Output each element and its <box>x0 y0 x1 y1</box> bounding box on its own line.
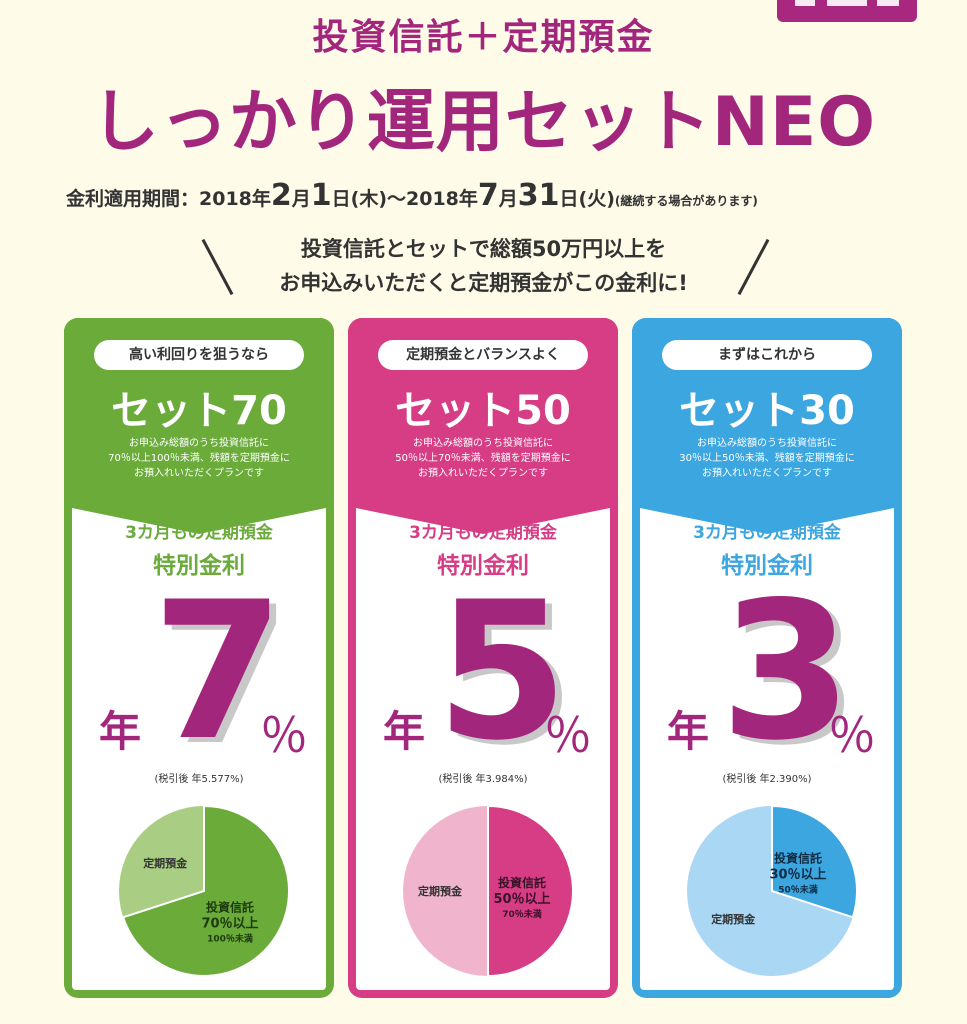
rate-period: 金利適用期間：2018年2月1日(木)〜2018年7月31日(火)(継続する場合… <box>66 178 758 213</box>
rate-prefix: 年 <box>667 707 710 756</box>
card-notch <box>72 508 326 534</box>
rate-value: 7 <box>152 561 285 782</box>
pie-deposit-label: 定期預金 <box>711 912 756 926</box>
pie-invest-range-max: 70％未満 <box>502 908 542 920</box>
rate-unit: ％ <box>828 708 877 764</box>
rate-label: 3カ月もの定期預金 <box>409 523 557 543</box>
corner-tab <box>777 0 917 22</box>
after-tax-rate: (税引後 年3.984%) <box>438 774 528 785</box>
plan-card-set70[interactable]: 高い利回りを狙うなら セット70 お申込み総額のうち投資信託に 70％以上100％… <box>64 318 334 998</box>
pie-invest-range-min: 30％以上 <box>769 867 826 882</box>
allocation-pie: 定期預金 投資信託 70％以上 100％未満 <box>119 806 289 976</box>
rate-label: 3カ月もの定期預金 <box>125 523 273 543</box>
special-rate-label: 特別金利 <box>153 553 245 579</box>
rate-value: 5 <box>436 561 569 782</box>
card-tag: 高い利回りを狙うなら <box>94 340 304 370</box>
card-name: セット50 <box>395 388 571 434</box>
pie-invest-slice <box>487 806 573 976</box>
pie-invest-range-min: 70％以上 <box>201 917 258 932</box>
card-description: お申込み総額のうち投資信託に 70％以上100％未満、残額を定期預金に お預入れいた… <box>108 438 290 479</box>
card-notch <box>640 508 894 534</box>
pie-invest-range-min: 50％以上 <box>493 892 550 907</box>
special-rate-label: 特別金利 <box>721 553 813 579</box>
pie-invest-slice <box>121 806 289 976</box>
card-description: お申込み総額のうち投資信託に 30％以上50％未満、残額を定期預金に お預入れいただ… <box>679 438 855 479</box>
after-tax-rate: (税引後 年5.577%) <box>154 774 244 785</box>
rate-unit: ％ <box>544 708 593 764</box>
rate-value: 3 <box>720 561 853 782</box>
pie-deposit-label: 定期預金 <box>143 856 188 870</box>
page-subtitle: 投資信託＋定期預金 <box>312 17 655 58</box>
page-title: しっかり運用セットNEO <box>90 83 877 162</box>
card-notch <box>356 508 610 534</box>
pie-invest-label: 投資信託 <box>206 900 254 915</box>
pie-deposit-label: 定期預金 <box>418 884 463 898</box>
allocation-pie: 定期預金 投資信託 50％以上 70％未満 <box>403 806 573 976</box>
pie-invest-range-max: 50％未満 <box>778 883 818 895</box>
pie-invest-slice <box>771 806 857 919</box>
period-note: (継続する場合があります) <box>614 194 758 208</box>
special-rate-label: 特別金利 <box>437 553 529 579</box>
card-tag: まずはこれから <box>662 340 872 370</box>
plan-card-set30[interactable]: まずはこれから セット30 お申込み総額のうち投資信託に 30％以上50％未満、残… <box>632 318 902 998</box>
rate-label: 3カ月もの定期預金 <box>693 523 841 543</box>
card-description: お申込み総額のうち投資信託に 50％以上70％未満、残額を定期預金に お預入れいただ… <box>395 438 571 479</box>
rate-unit: ％ <box>260 708 309 764</box>
card-name: セット70 <box>111 388 287 434</box>
pie-invest-label: 投資信託 <box>498 875 546 890</box>
card-tag: 定期預金とバランスよく <box>378 340 588 370</box>
rate-prefix: 年 <box>383 707 426 756</box>
pie-invest-range-max: 100％未満 <box>207 933 253 945</box>
allocation-pie: 定期預金 投資信託 30％以上 50％未満 <box>687 806 857 976</box>
after-tax-rate: (税引後 年2.390%) <box>722 774 812 785</box>
plan-card-set50[interactable]: 定期預金とバランスよく セット50 お申込み総額のうち投資信託に 50％以上70％… <box>348 318 618 998</box>
pie-invest-label: 投資信託 <box>774 850 822 865</box>
rate-prefix: 年 <box>99 707 142 756</box>
slogan: 投資信託とセットで総額50万円以上を お申込みいただくと定期預金がこの金利に! <box>279 237 688 295</box>
card-name: セット30 <box>679 388 855 434</box>
